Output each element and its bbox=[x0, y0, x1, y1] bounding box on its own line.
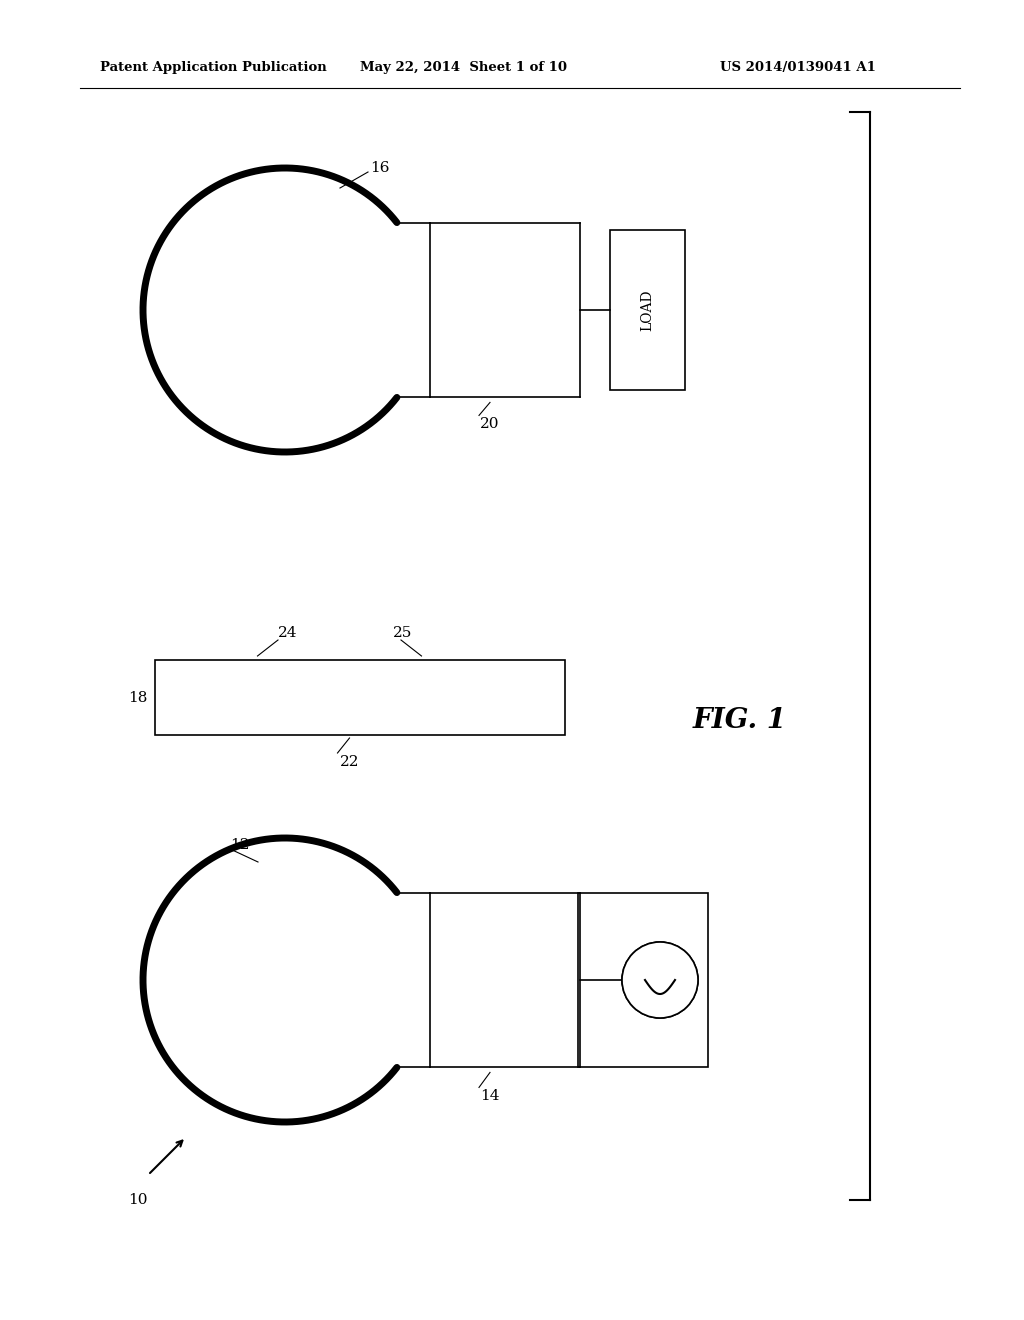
Text: FIG. 1: FIG. 1 bbox=[693, 706, 787, 734]
Text: 18: 18 bbox=[129, 690, 148, 705]
Bar bbox=[155, 660, 565, 735]
Text: 12: 12 bbox=[230, 838, 250, 851]
Text: 16: 16 bbox=[370, 161, 389, 176]
Text: Patent Application Publication: Patent Application Publication bbox=[100, 62, 327, 74]
Text: 24: 24 bbox=[278, 626, 298, 640]
Text: 10: 10 bbox=[128, 1193, 147, 1206]
Text: 22: 22 bbox=[340, 755, 359, 770]
Bar bbox=[610, 230, 685, 389]
Text: May 22, 2014  Sheet 1 of 10: May 22, 2014 Sheet 1 of 10 bbox=[360, 62, 567, 74]
Text: US 2014/0139041 A1: US 2014/0139041 A1 bbox=[720, 62, 876, 74]
Bar bbox=[578, 892, 708, 1068]
Text: 20: 20 bbox=[480, 417, 500, 432]
Text: LOAD: LOAD bbox=[640, 289, 654, 331]
Circle shape bbox=[622, 942, 698, 1018]
Text: 14: 14 bbox=[480, 1089, 500, 1104]
Text: 25: 25 bbox=[393, 626, 413, 640]
Circle shape bbox=[622, 942, 698, 1018]
